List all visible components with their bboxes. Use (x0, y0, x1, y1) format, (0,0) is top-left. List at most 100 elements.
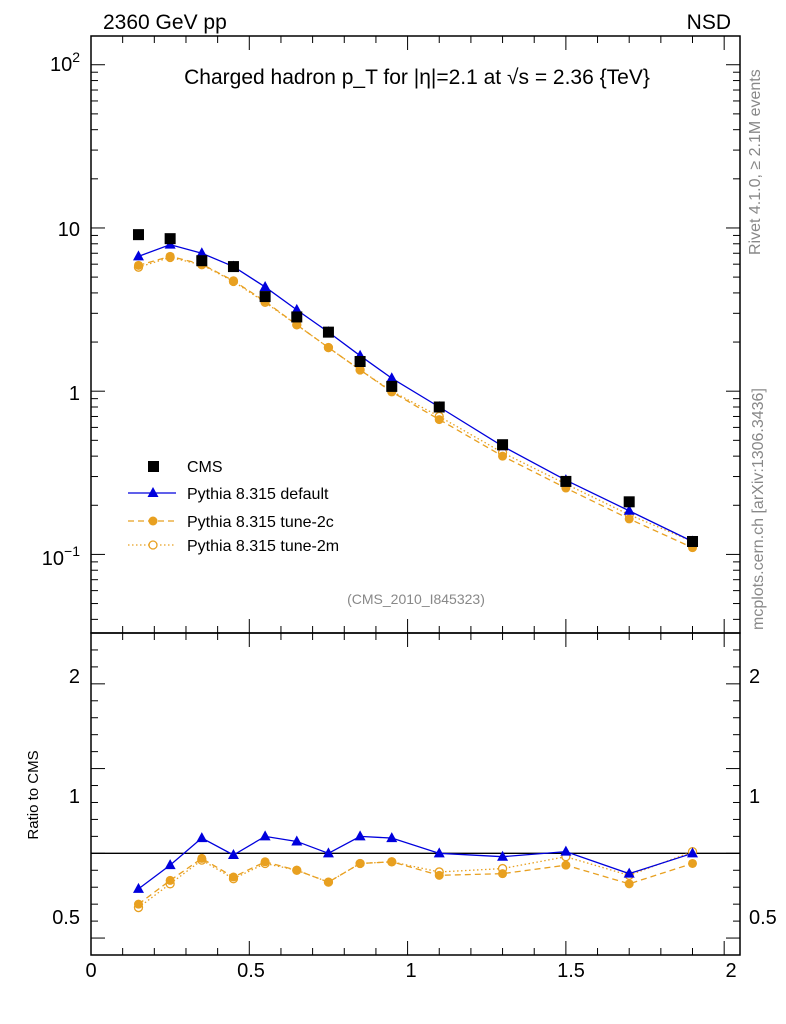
ratio-series-2-line-2 (138, 857, 693, 905)
main-series-2-line-2 (138, 255, 693, 549)
legend-marker-default (147, 487, 159, 497)
main-series-0-point (560, 475, 572, 487)
main-series-1-point (386, 372, 398, 383)
ratio-series-2-point (434, 870, 444, 880)
ratio-tick-label-1-right: 1 (749, 786, 760, 808)
legend-marker-tune2m (148, 540, 158, 550)
main-series-1-point (623, 504, 635, 515)
main-series-0-point (623, 496, 635, 508)
x-tick-label-0p5: 0.5 (237, 960, 265, 982)
main-series-0-point (687, 535, 699, 547)
ratio-series-2-point (292, 865, 302, 875)
main-series-0-point (196, 255, 208, 267)
ratio-series-1-point (196, 832, 208, 843)
main-series-group (132, 229, 699, 553)
main-series-0-point (132, 229, 144, 241)
main-series-2-point (498, 451, 508, 461)
main-series-1-point (259, 280, 271, 291)
ratio-series-1-point (227, 849, 239, 860)
ratio-series-group (132, 830, 699, 913)
ratio-series-1-line-1 (138, 835, 693, 890)
main-series-1-point (132, 250, 144, 261)
ratio-series-2-point (561, 860, 571, 870)
main-series-2-point (228, 276, 238, 286)
main-series-0-point (164, 233, 176, 245)
main-series-2-point (323, 343, 333, 353)
y-tick-label-100: 102 (50, 49, 80, 76)
ratio-tick-label-0p5-left: 0.5 (52, 907, 80, 929)
main-series-3-line-3 (138, 256, 693, 543)
x-tick-label-1p5: 1.5 (557, 960, 585, 982)
ratio-series-2-point (355, 858, 365, 868)
side-source-label: mcplots.cern.ch [arXiv:1306.3436] (750, 388, 767, 630)
ratio-series-1-point (433, 847, 445, 858)
ratio-series-2-point (228, 872, 238, 882)
ratio-tick-label-1-left: 1 (69, 786, 80, 808)
ratio-series-1-point (623, 867, 635, 878)
header-left: 2360 GeV pp (103, 11, 227, 34)
legend-label-tune2c: Pythia 8.315 tune-2c (187, 514, 334, 531)
main-series-2-point (165, 251, 175, 261)
y-tick-label-10: 10 (58, 219, 80, 241)
main-series-0-point (291, 311, 303, 323)
y-tick-label-1: 1 (69, 383, 80, 405)
x-tick-label-1: 1 (405, 960, 416, 982)
main-series-2-point (624, 514, 634, 524)
ratio-series-3-line-3 (138, 851, 693, 909)
main-series-2-point (292, 320, 302, 330)
main-series-2-point (355, 365, 365, 375)
ratio-series-1-point (687, 847, 699, 858)
ratio-series-2-point (323, 877, 333, 887)
ratio-series-1-point (132, 882, 144, 893)
main-series-0-point (354, 356, 366, 368)
main-series-1-point (196, 247, 208, 258)
side-version-label: Rivet 4.1.0, ≥ 2.1M events (747, 69, 764, 255)
ratio-series-2-point (688, 858, 698, 868)
x-tick-label-2: 2 (725, 960, 736, 982)
ratio-tick-label-0p5-right: 0.5 (749, 907, 777, 929)
ratio-series-2-point (387, 857, 397, 867)
main-series-1-point (291, 303, 303, 314)
ratio-series-1-point (386, 832, 398, 843)
ratio-y-tick-labels: 2 1 0.5 2 1 0.5 (52, 666, 777, 929)
ratio-series-2-point (260, 857, 270, 867)
ratio-series-2-point (498, 869, 508, 879)
x-tick-labels: 0 0.5 1 1.5 2 (85, 960, 736, 982)
ratio-series-1-point (259, 830, 271, 841)
main-series-0-point (322, 326, 334, 338)
main-series-0-point (386, 380, 398, 392)
main-series-0-point (497, 439, 509, 451)
chart-title: Charged hadron p_T for |η|=2.1 at √s = 2… (184, 66, 650, 89)
x-tick-label-0: 0 (85, 960, 96, 982)
ratio-plot-frame (90, 632, 741, 956)
analysis-id: (CMS_2010_I845323) (347, 591, 485, 607)
ratio-axis-label: Ratio to CMS (25, 750, 42, 839)
axis-ticks (90, 36, 740, 956)
ratio-series-1-point (322, 847, 334, 858)
ratio-series-2-point (197, 853, 207, 863)
ratio-series-1-point (291, 835, 303, 846)
legend-label-cms: CMS (187, 459, 223, 476)
ratio-series-2-point (165, 875, 175, 885)
main-y-tick-labels: 102 10 1 10−1 (42, 49, 80, 570)
legend-marker-cms (148, 461, 159, 472)
ratio-series-1-point (497, 850, 509, 861)
legend-label-tune2m: Pythia 8.315 tune-2m (187, 538, 339, 555)
legend-marker-tune2c (148, 516, 158, 526)
y-tick-label-0p1: 10−1 (42, 543, 80, 570)
ratio-series-2-point (624, 879, 634, 889)
ratio-tick-label-2-right: 2 (749, 666, 760, 688)
main-series-0-point (433, 401, 445, 413)
main-series-2-point (133, 260, 143, 270)
main-series-0-point (259, 291, 271, 303)
ratio-series-1-point (354, 830, 366, 841)
ratio-series-1-point (164, 859, 176, 870)
legend: CMS Pythia 8.315 default Pythia 8.315 tu… (128, 459, 339, 555)
ratio-tick-label-2-left: 2 (69, 666, 80, 688)
main-series-0-point (227, 261, 239, 273)
legend-label-default: Pythia 8.315 default (187, 486, 329, 503)
header-right: NSD (687, 11, 731, 34)
main-series-2-point (434, 415, 444, 425)
